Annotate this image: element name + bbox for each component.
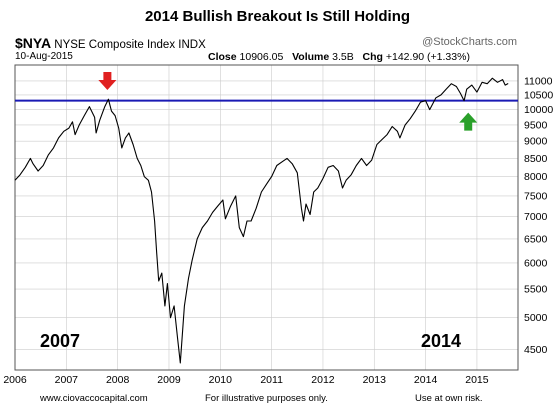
x-tick-label: 2006 [3, 374, 27, 386]
x-tick-label: 2014 [414, 374, 438, 386]
x-tick-label: 2013 [363, 374, 387, 386]
footer-disclaimer: For illustrative purposes only. [205, 393, 328, 404]
x-tick-label: 2010 [209, 374, 233, 386]
y-tick-label: 7500 [524, 190, 548, 202]
footer-risk: Use at own risk. [415, 393, 483, 404]
x-tick-label: 2009 [157, 374, 181, 386]
y-tick-label: 8000 [524, 171, 548, 183]
price-line [14, 77, 509, 364]
plot-frame [14, 64, 519, 371]
brand-watermark: @StockCharts.com [422, 36, 517, 48]
chg-value: +142.90 (+1.33%) [385, 51, 470, 63]
y-tick-label: 11000 [524, 75, 553, 87]
chg-label: Chg [362, 51, 383, 63]
y-tick-label: 8500 [524, 153, 548, 165]
x-tick-label: 2015 [465, 374, 489, 386]
x-tick-label: 2012 [311, 374, 335, 386]
y-axis: 4500 5000 5500 6000 6500 7000 7500 8000 8500 9000… [524, 75, 553, 355]
footer-website: www.ciovaccocapital.com [40, 393, 148, 404]
x-tick-label: 2011 [260, 374, 283, 386]
ticker-symbol: $NYA [15, 35, 52, 51]
y-tick-label: 5500 [524, 284, 548, 296]
chart-title: 2014 Bullish Breakout Is Still Holding [144, 8, 411, 25]
price-stats: Close 10906.05 Volume 3.5B Chg +142.90 (… [208, 51, 470, 63]
y-tick-label: 9000 [524, 136, 548, 148]
close-label: Close [208, 51, 237, 63]
green-up-arrow-icon [459, 112, 478, 131]
grid-layer [14, 65, 518, 370]
y-tick-label: 6000 [524, 257, 548, 269]
label-2007: 2007 [40, 331, 80, 351]
x-axis: 2006 2007 2008 2009 2010 2011 2012 2013 2014 2015 [3, 374, 488, 386]
red-down-arrow-icon [98, 72, 117, 90]
index-name: NYSE Composite Index [54, 39, 176, 51]
y-tick-label: 4500 [524, 344, 548, 356]
y-tick-label: 7000 [524, 211, 548, 223]
y-tick-label: 10500 [524, 89, 553, 101]
brand-text: @StockCharts.com [422, 36, 517, 48]
volume-label: Volume [292, 51, 330, 63]
x-tick-label: 2007 [55, 374, 79, 386]
volume-value: 3.5B [332, 51, 354, 63]
x-tick-label: 2008 [106, 374, 130, 386]
chart-date: 10-Aug-2015 [15, 51, 73, 62]
y-tick-label: 5000 [524, 312, 548, 324]
y-tick-label: 6500 [524, 233, 548, 245]
label-2014: 2014 [421, 331, 461, 351]
y-tick-label: 9500 [524, 119, 548, 131]
y-tick-label: 10000 [524, 104, 553, 116]
close-value: 10906.05 [239, 51, 284, 63]
exchange-label: INDX [178, 39, 206, 51]
ticker-line: $NYA NYSE Composite Index INDX [15, 35, 206, 51]
